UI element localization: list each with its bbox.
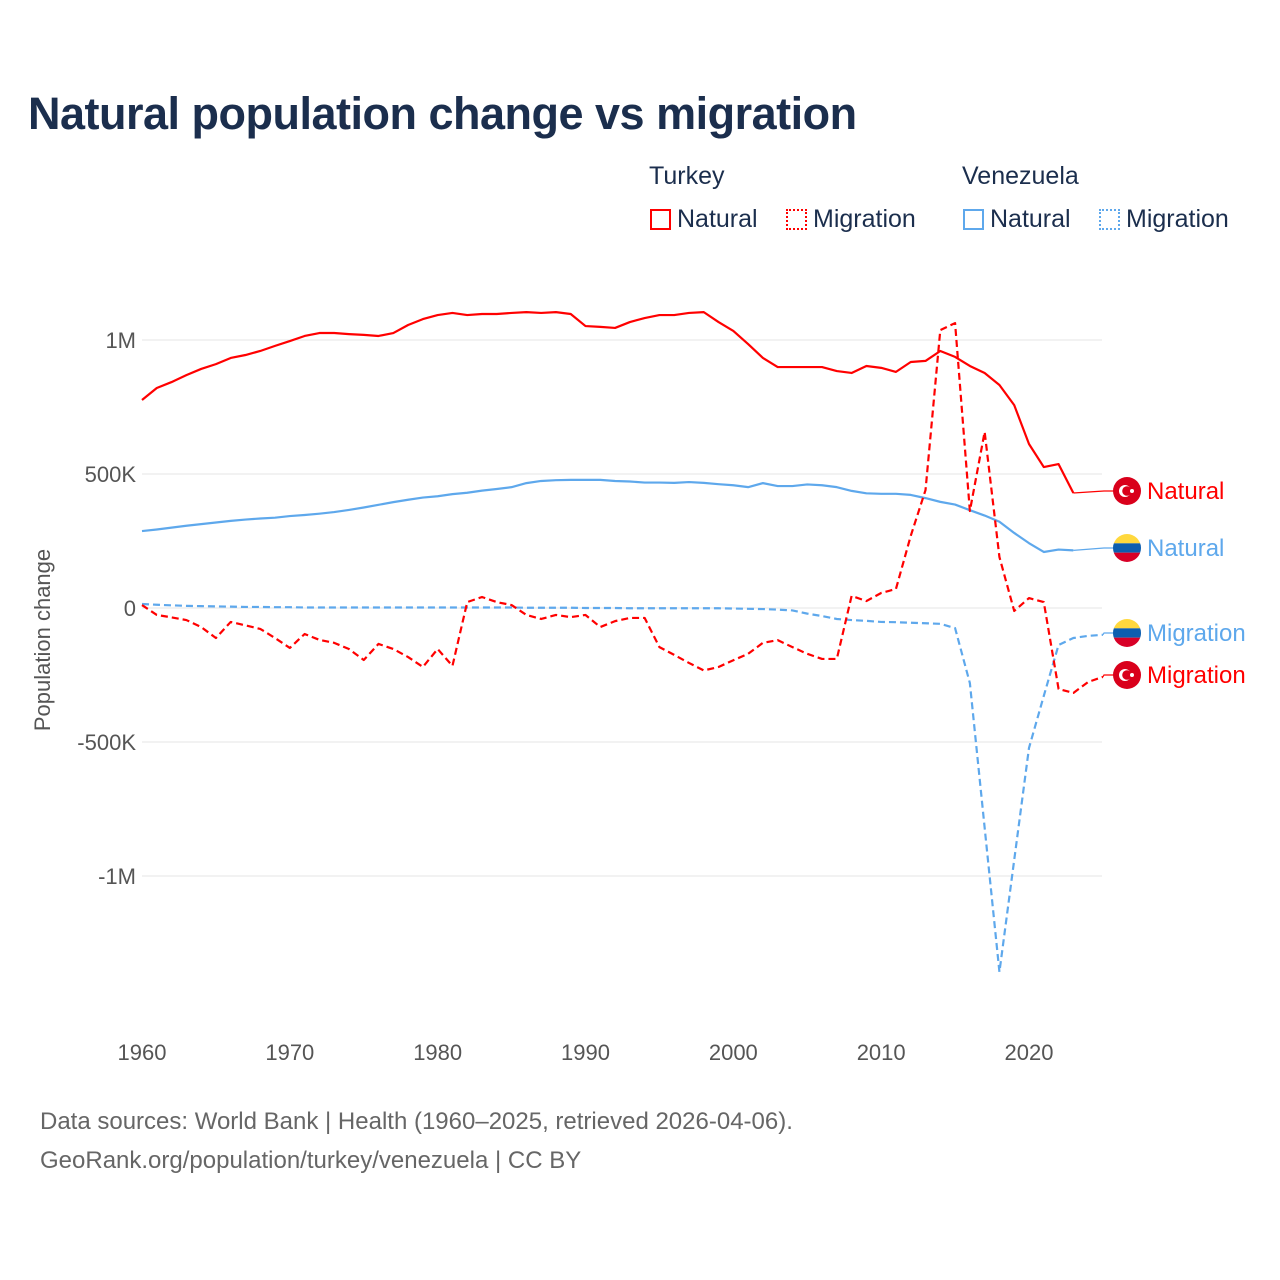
legend-item-turkey-migration[interactable]: Migration [786, 205, 916, 234]
x-tick-label: 1980 [413, 1040, 462, 1065]
venezuela-flag-icon [1113, 619, 1141, 647]
crescent-cut [1122, 670, 1132, 680]
series-line-turkey-natural [141, 311, 1075, 494]
legend-item-venezuela-natural[interactable]: Natural [963, 205, 1071, 234]
turkey-flag-icon [1113, 661, 1141, 689]
star [1130, 673, 1134, 677]
label-connector [1102, 632, 1114, 636]
label-connector [1102, 674, 1114, 678]
crescent-cut [1122, 486, 1132, 496]
legend-label: Natural [990, 205, 1071, 233]
x-tick-label: 2000 [709, 1040, 758, 1065]
y-tick-label: -1M [98, 864, 136, 889]
flag-blue [1113, 628, 1141, 638]
label-connector [1073, 547, 1114, 551]
legend-label: Migration [1126, 205, 1229, 233]
x-tick-label: 2010 [857, 1040, 906, 1065]
legend-swatch-solid [650, 209, 671, 230]
legend-label: Migration [813, 205, 916, 233]
x-tick-label: 1970 [265, 1040, 314, 1065]
y-tick-label: 500K [85, 462, 137, 487]
x-tick-label: 1960 [118, 1040, 167, 1065]
turkey-flag-icon [1113, 477, 1141, 505]
flag-yellow [1113, 534, 1141, 544]
legend-label: Natural [677, 205, 758, 233]
series-line-venezuela-natural [141, 478, 1074, 554]
legend-swatch-dotted [1099, 209, 1120, 230]
x-tick-label: 2020 [1005, 1040, 1054, 1065]
flag-yellow [1113, 619, 1141, 629]
x-tick-label: 1990 [561, 1040, 610, 1065]
data-source-text: Data sources: World Bank | Health (1960–… [40, 1108, 793, 1135]
flag-red [1113, 552, 1141, 562]
legend-swatch-dotted [786, 209, 807, 230]
y-tick-label: 1M [105, 328, 136, 353]
legend-group-turkey: Turkey [649, 162, 725, 190]
series-end-label: Migration [1147, 620, 1246, 647]
flag-blue [1113, 543, 1141, 553]
y-tick-label: 0 [124, 596, 136, 621]
attribution-text: GeoRank.org/population/turkey/venezuela … [40, 1147, 582, 1174]
series-line-turkey-migration [141, 322, 1104, 695]
series-end-label: Natural [1147, 478, 1224, 505]
y-tick-label: -500K [77, 730, 136, 755]
label-connector [1073, 490, 1114, 494]
chart-title: Natural population change vs migration [28, 88, 857, 139]
venezuela-flag-icon [1113, 534, 1141, 562]
flag-red [1113, 637, 1141, 647]
legend-group-venezuela: Venezuela [962, 162, 1079, 190]
series-end-label: Migration [1147, 662, 1246, 689]
star [1130, 489, 1134, 493]
y-axis-label: Population change [30, 549, 55, 731]
series-line-venezuela-migration [141, 602, 1103, 974]
series-end-label: Natural [1147, 535, 1224, 562]
legend-swatch-solid [963, 209, 984, 230]
legend-item-turkey-natural[interactable]: Natural [650, 205, 758, 234]
legend-item-venezuela-migration[interactable]: Migration [1099, 205, 1229, 234]
